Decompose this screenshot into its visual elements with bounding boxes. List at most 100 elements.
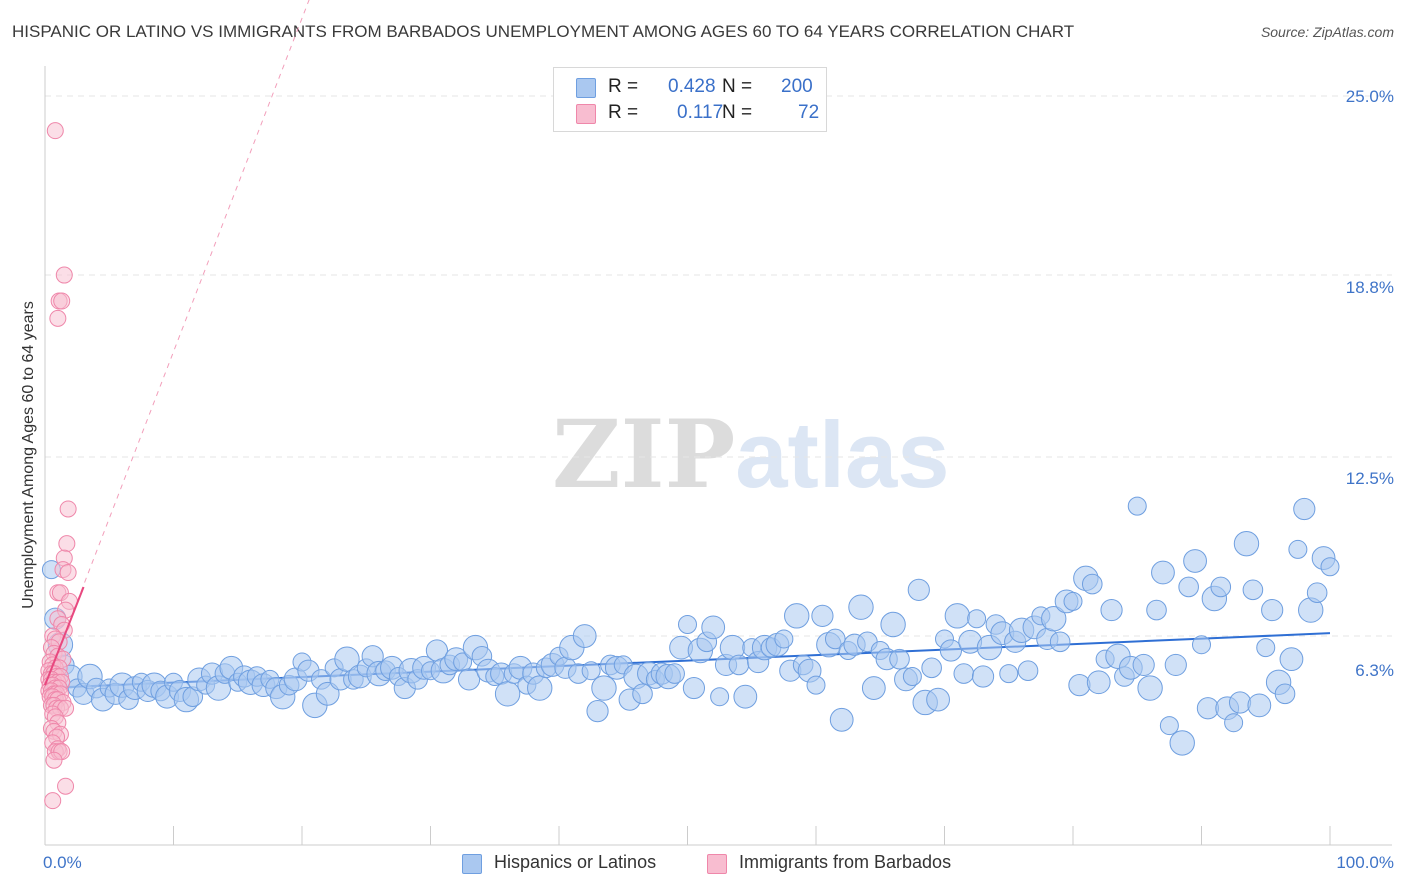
legend-swatch-blue	[576, 78, 596, 98]
data-point-hispanics	[1261, 598, 1284, 622]
data-point-hispanics	[1063, 591, 1083, 611]
data-point-hispanics	[1137, 675, 1163, 701]
data-point-hispanics	[1041, 606, 1067, 632]
series-barbados-points	[40, 122, 85, 810]
source-credit: Source: ZipAtlas.com	[1260, 24, 1394, 40]
data-point-hispanics	[939, 639, 963, 662]
data-point-hispanics	[701, 615, 726, 640]
correlation-legend: R = 0.428 N = 200 R = 0.117 N = 72	[553, 67, 827, 132]
watermark: ZIPatlas	[552, 400, 950, 510]
data-point-hispanics	[1178, 576, 1199, 598]
data-point-hispanics	[581, 661, 601, 681]
data-point-barbados	[59, 564, 77, 582]
data-point-hispanics	[586, 700, 609, 723]
data-point-barbados	[44, 792, 62, 810]
data-point-hispanics	[921, 657, 942, 679]
data-point-hispanics	[678, 615, 697, 635]
x-tick-label: 100.0%	[1336, 853, 1394, 872]
data-point-hispanics	[1127, 496, 1147, 516]
data-point-hispanics	[999, 664, 1019, 684]
data-point-hispanics	[1081, 573, 1103, 595]
data-point-hispanics	[1164, 653, 1187, 677]
y-tick-label: 18.8%	[1345, 278, 1394, 297]
series-hispanics-points	[41, 496, 1340, 756]
bottom-legend-label: Immigrants from Barbados	[739, 852, 952, 872]
bottom-legend-swatch-blue	[462, 854, 482, 874]
data-point-hispanics	[1183, 549, 1207, 573]
data-point-hispanics	[829, 707, 854, 732]
data-point-hispanics	[784, 603, 810, 629]
y-axis-label: Unemployment Among Ages 60 to 64 years	[20, 301, 37, 609]
data-point-hispanics	[1146, 599, 1167, 621]
legend-r-label: R =	[608, 102, 639, 123]
data-point-hispanics	[806, 675, 826, 695]
legend-n-value: 200	[781, 76, 813, 97]
legend-r-value: 0.117	[677, 102, 724, 123]
y-tick-label: 25.0%	[1345, 87, 1394, 106]
axes	[44, 66, 1392, 846]
data-point-hispanics	[953, 663, 975, 684]
data-point-hispanics	[1132, 653, 1155, 677]
trendline-barbados	[44, 586, 85, 686]
data-point-barbados	[46, 122, 64, 140]
y-tick-label: 6.3%	[1355, 661, 1394, 680]
data-point-hispanics	[1210, 576, 1232, 598]
data-point-hispanics	[926, 687, 950, 712]
data-point-hispanics	[527, 675, 553, 701]
data-point-hispanics	[1224, 713, 1244, 733]
data-point-hispanics	[632, 683, 653, 705]
data-point-hispanics	[572, 624, 597, 648]
data-point-hispanics	[315, 681, 340, 706]
data-point-hispanics	[1228, 691, 1252, 714]
data-point-hispanics	[889, 648, 910, 670]
watermark-zip: ZIP	[552, 400, 736, 510]
data-point-hispanics	[1159, 716, 1179, 736]
data-point-hispanics	[1192, 635, 1211, 655]
data-point-hispanics	[944, 603, 971, 629]
data-point-hispanics	[682, 676, 706, 700]
data-point-hispanics	[861, 676, 886, 700]
data-point-hispanics	[457, 668, 481, 691]
data-point-hispanics	[733, 684, 758, 709]
data-point-hispanics	[1247, 693, 1272, 718]
data-point-barbados	[53, 292, 71, 310]
data-point-hispanics	[1293, 497, 1316, 521]
data-point-hispanics	[494, 681, 521, 707]
chart-title: HISPANIC OR LATINO VS IMMIGRANTS FROM BA…	[12, 22, 1075, 41]
data-point-barbados	[57, 777, 75, 795]
data-point-barbados	[49, 309, 67, 327]
data-point-hispanics	[1279, 647, 1304, 672]
data-point-hispanics	[1049, 631, 1071, 653]
legend-n-label: N =	[722, 102, 753, 123]
y-tick-label: 12.5%	[1345, 469, 1394, 488]
data-point-hispanics	[811, 604, 834, 627]
data-point-hispanics	[902, 666, 922, 686]
data-point-hispanics	[1233, 530, 1260, 557]
data-point-hispanics	[1306, 582, 1328, 604]
data-point-hispanics	[971, 665, 995, 688]
legend-r-value: 0.428	[668, 76, 716, 97]
bottom-legend-swatch-pink	[707, 854, 727, 874]
data-point-hispanics	[848, 594, 874, 620]
data-point-hispanics	[728, 654, 750, 676]
data-point-hispanics	[774, 629, 794, 649]
data-point-hispanics	[1169, 730, 1195, 756]
trendline-barbados-extension	[44, 0, 310, 686]
legend-n-label: N =	[722, 76, 753, 97]
watermark-atlas: atlas	[735, 402, 950, 507]
data-point-hispanics	[1274, 683, 1296, 705]
data-point-hispanics	[1242, 579, 1264, 601]
legend-swatch-pink	[576, 104, 596, 124]
data-point-hispanics	[1320, 557, 1340, 577]
data-point-hispanics	[1086, 670, 1111, 695]
bottom-legend-label: Hispanics or Latinos	[494, 852, 657, 872]
data-point-hispanics	[880, 611, 906, 638]
data-point-barbados	[55, 266, 73, 284]
data-point-barbados	[45, 751, 63, 769]
data-point-hispanics	[1256, 638, 1276, 658]
data-point-hispanics	[1017, 660, 1039, 682]
data-point-barbados	[58, 535, 76, 553]
data-point-hispanics	[710, 687, 730, 707]
bottom-legend-hispanics: Hispanics or Latinos	[462, 852, 657, 874]
